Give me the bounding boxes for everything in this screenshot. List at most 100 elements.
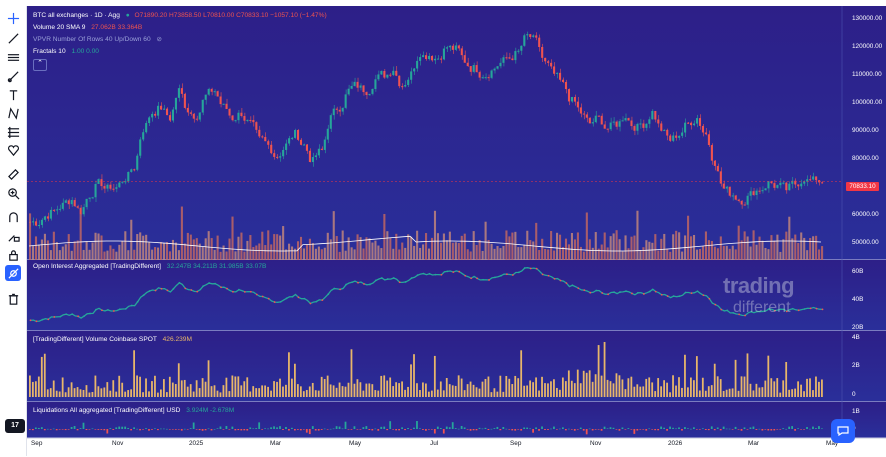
volume-bar [46,240,49,260]
candle [97,179,100,184]
trend-line-icon[interactable] [5,30,21,46]
liquidation-bar [740,429,743,431]
volume-bar [710,240,713,260]
horizontal-lines-icon[interactable] [5,49,21,65]
volume-bar [707,240,710,260]
liquidation-bar [288,429,290,431]
eye-off-icon[interactable]: ⊘ [156,36,163,43]
coinbase-volume-bar [291,378,293,397]
lock-drawing-icon[interactable] [5,228,21,244]
coinbase-volume-bar [618,375,621,397]
crosshair-icon[interactable] [5,10,21,26]
liquidation-bar [174,429,177,430]
coinbase-volume-bar [43,353,46,397]
magnet-icon[interactable] [5,209,21,225]
coinbase-volume-bar [567,370,570,397]
oi-point [118,308,121,311]
fib-icon[interactable] [5,124,21,140]
volume-bar [698,249,702,260]
oi-point [89,312,91,315]
coinbase-volume-bar [40,356,43,397]
oi-legend-title[interactable]: Open Interest Aggregated [TradingDiffere… [33,263,161,270]
oi-point [464,274,467,277]
volume-bar [231,216,234,260]
coinbase-volume-bar [55,390,58,397]
candle [267,141,270,145]
volume-bar [368,238,371,260]
coinbase-volume-bar [94,375,97,397]
volume-bar [386,231,389,260]
lock-icon[interactable] [5,247,21,263]
oi-point [202,285,205,288]
coinbase-volume-bar [740,376,743,397]
volume-bar [165,242,169,260]
time-axis[interactable] [27,438,886,457]
volume-bar [728,248,731,260]
vpvr-legend-title[interactable]: VPVR Number Of Rows 40 Up/Down 60 [33,36,151,43]
candle [514,51,517,61]
liquidation-bar [710,426,713,429]
coinbase-volume-bar [621,379,624,397]
volume-bar [678,232,681,260]
pattern-icon[interactable] [5,105,21,121]
volume-bar [112,248,115,260]
candle [383,70,386,78]
candle [151,113,154,118]
liquidation-bar [219,426,222,429]
liquidation-bar [338,426,341,429]
liq-legend-title[interactable]: Liquidations All aggregated [TradingDiff… [33,407,181,414]
coinbase-legend-title[interactable]: [TradingDifferent] Volume Coinbase SPOT [33,336,157,343]
fractals-legend-values: 1.00 0.00 [71,48,99,55]
heart-icon[interactable] [5,142,21,158]
volume-legend-title[interactable]: Volume 20 SMA 9 [33,24,86,31]
ruler-icon[interactable] [5,166,21,182]
fractals-legend-title[interactable]: Fractals 10 [33,48,66,55]
collapse-legend-button[interactable]: ⌃ [33,59,47,71]
volume-bar [725,245,728,260]
text-icon[interactable] [5,87,21,103]
coinbase-volume-bar [633,386,636,397]
oi-point [363,283,365,285]
volume-bar [812,236,815,260]
chart-area[interactable]: BTC all exchanges · 1D · Agg ● O71890.20… [27,6,886,456]
volume-bar [630,236,633,260]
coinbase-tick: 4B [852,334,860,341]
coinbase-volume-bar [499,375,502,397]
hide-drawings-icon[interactable] [5,265,21,281]
coinbase-volume-bar [317,390,320,397]
coinbase-volume-bar [410,364,412,397]
liquidation-bar [526,427,529,429]
liquidation-bar [687,428,689,429]
liquidation-bar [660,426,663,429]
coinbase-volume-bar [142,392,144,397]
zoom-icon[interactable] [5,185,21,201]
chart-canvas[interactable] [27,6,886,438]
volume-bar [109,245,112,260]
oi-point [660,293,663,296]
candle [350,85,353,89]
trash-icon[interactable] [5,291,21,307]
volume-bar [448,231,451,260]
volume-bar [171,239,175,260]
liquidation-bar [225,426,228,429]
brush-icon[interactable] [5,68,21,84]
candle [791,180,794,184]
candle [344,94,347,108]
liquidation-bar [749,427,752,429]
coinbase-volume-bar [395,382,398,397]
candle [755,190,758,195]
chat-button[interactable] [831,419,855,443]
candle [335,108,338,110]
liquidation-bar [127,428,130,429]
symbol-title[interactable]: BTC all exchanges · 1D · Agg [33,12,120,19]
candle [70,200,73,205]
coinbase-volume-bar [725,389,728,397]
candle [148,117,151,124]
coinbase-volume-bar [282,386,284,397]
coinbase-volume-bar [252,386,255,397]
volume-bar [463,233,466,260]
candle [734,195,737,200]
coinbase-volume-bar [225,377,228,397]
tradingview-logo[interactable]: 17 [5,419,25,433]
volume-bar [782,239,785,260]
